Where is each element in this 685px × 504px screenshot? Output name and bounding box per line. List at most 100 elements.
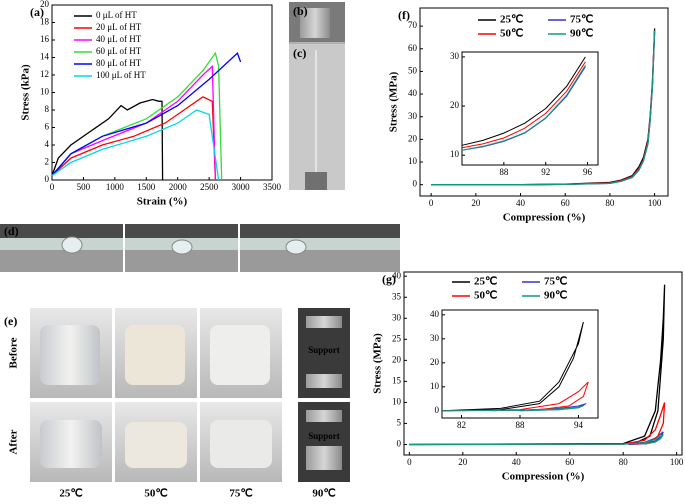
legend-label: 60 μL of HT bbox=[96, 46, 142, 56]
x-tick-label: 88 bbox=[516, 420, 526, 430]
x-axis-label: Compression (%) bbox=[502, 471, 585, 483]
series-line bbox=[441, 381, 589, 412]
x-tick-label: 80 bbox=[605, 198, 615, 208]
y-tick-label: 20 bbox=[450, 100, 460, 110]
y-tick-label: 0 bbox=[397, 439, 402, 449]
y-tick-label: 18 bbox=[40, 17, 50, 27]
series-line bbox=[409, 433, 664, 446]
x-tick-label: 0 bbox=[429, 198, 434, 208]
y-tick-label: 40 bbox=[392, 270, 402, 280]
legend-label: 25℃ bbox=[474, 276, 497, 288]
legend-label: 40 μL of HT bbox=[96, 34, 142, 44]
x-tick-label: 40 bbox=[512, 457, 522, 467]
panel-label: (d) bbox=[4, 224, 19, 238]
y-tick-label: 12 bbox=[40, 69, 49, 79]
y-tick-label: 15 bbox=[392, 375, 402, 385]
x-tick-label: 100 bbox=[670, 457, 684, 467]
y-tick-label: 20 bbox=[392, 354, 402, 364]
y-tick-label: 40 bbox=[408, 88, 418, 98]
x-tick-label: 94 bbox=[574, 420, 584, 430]
legend-label: 50℃ bbox=[474, 290, 497, 302]
y-tick-label: 0 bbox=[413, 179, 418, 189]
temp-label: 50℃ bbox=[144, 488, 167, 500]
y-tick-label: 16 bbox=[40, 34, 50, 44]
legend-label: 100 μL of HT bbox=[96, 70, 146, 80]
y-tick-label: 50 bbox=[408, 65, 418, 75]
y-tick-label: 4 bbox=[45, 139, 50, 149]
x-axis-label: Strain (%) bbox=[137, 196, 188, 208]
y-tick-label: 14 bbox=[40, 52, 50, 62]
y-tick-label: 5 bbox=[397, 418, 402, 428]
panel-label: (a) bbox=[30, 5, 44, 19]
x-tick-label: 100 bbox=[648, 198, 662, 208]
y-tick-label: 10 bbox=[40, 87, 50, 97]
x-tick-label: 20 bbox=[458, 457, 468, 467]
y-tick-label: 30 bbox=[430, 333, 440, 343]
series-line bbox=[461, 61, 586, 149]
x-tick-label: 60 bbox=[561, 198, 571, 208]
y-axis-label: Stress (MPa) bbox=[388, 71, 400, 132]
legend-label: 75℃ bbox=[544, 276, 567, 288]
y-tick-label: 0 bbox=[45, 174, 50, 184]
y-tick-label: 20 bbox=[430, 357, 440, 367]
y-tick-label: 6 bbox=[45, 122, 50, 132]
y-tick-label: 20 bbox=[408, 133, 418, 143]
photo-bc: (b) (c) bbox=[289, 2, 345, 190]
temp-label: 90℃ bbox=[312, 488, 335, 500]
series-line bbox=[51, 109, 220, 181]
x-tick-label: 92 bbox=[541, 167, 550, 177]
x-tick-label: 40 bbox=[516, 198, 526, 208]
y-tick-label: 30 bbox=[450, 51, 460, 61]
row-label: After bbox=[8, 429, 20, 454]
series-line bbox=[441, 321, 584, 412]
legend-label: 90℃ bbox=[570, 28, 593, 40]
x-tick-label: 0 bbox=[50, 182, 55, 192]
y-tick-label: 2 bbox=[45, 157, 50, 167]
x-tick-label: 2500 bbox=[200, 182, 219, 192]
y-tick-label: 8 bbox=[45, 104, 50, 114]
y-axis-label: Stress (kPa) bbox=[20, 64, 32, 121]
series-line bbox=[441, 404, 585, 412]
y-tick-label: 40 bbox=[430, 309, 440, 319]
legend-label: 90℃ bbox=[544, 290, 567, 302]
x-tick-label: 80 bbox=[619, 457, 629, 467]
y-tick-label: 70 bbox=[408, 20, 418, 30]
y-tick-label: 25 bbox=[392, 333, 402, 343]
x-tick-label: 500 bbox=[77, 182, 91, 192]
legend-label: 0 μL of HT bbox=[96, 10, 137, 20]
series-line bbox=[51, 98, 164, 181]
photo-d: (d) bbox=[0, 224, 400, 272]
plot-frame bbox=[441, 309, 599, 419]
x-axis-label: Compression (%) bbox=[503, 212, 586, 224]
panel-label: (g) bbox=[382, 272, 396, 286]
legend-label: 20 μL of HT bbox=[96, 22, 142, 32]
y-tick-label: 30 bbox=[392, 312, 402, 322]
legend-label: 50℃ bbox=[500, 28, 523, 40]
series-line bbox=[51, 51, 242, 177]
x-tick-label: 60 bbox=[565, 457, 575, 467]
panel-label: (f) bbox=[398, 8, 410, 22]
y-axis-label: Stress (MPa) bbox=[372, 333, 384, 394]
x-tick-label: 96 bbox=[583, 167, 593, 177]
support-label: Support bbox=[308, 345, 340, 355]
legend-label: 25℃ bbox=[500, 14, 523, 26]
panel-label: (e) bbox=[4, 314, 17, 328]
y-tick-label: 10 bbox=[450, 149, 460, 159]
photo-e: (e) Support Support Before After 25℃ 50℃… bbox=[4, 308, 350, 500]
y-tick-label: 60 bbox=[408, 43, 418, 53]
y-tick-label: 10 bbox=[408, 156, 418, 166]
series-line bbox=[51, 96, 217, 181]
series-line bbox=[461, 65, 586, 151]
x-tick-label: 1500 bbox=[137, 182, 156, 192]
series-line bbox=[431, 30, 656, 186]
x-tick-label: 20 bbox=[471, 198, 481, 208]
panel-label: (b) bbox=[293, 4, 308, 18]
y-tick-label: 10 bbox=[392, 396, 402, 406]
series-line bbox=[461, 56, 586, 146]
x-tick-label: 0 bbox=[407, 457, 412, 467]
row-label: Before bbox=[8, 337, 20, 368]
x-tick-label: 1000 bbox=[106, 182, 125, 192]
legend-label: 75℃ bbox=[570, 14, 593, 26]
panel-label: (c) bbox=[293, 46, 306, 60]
